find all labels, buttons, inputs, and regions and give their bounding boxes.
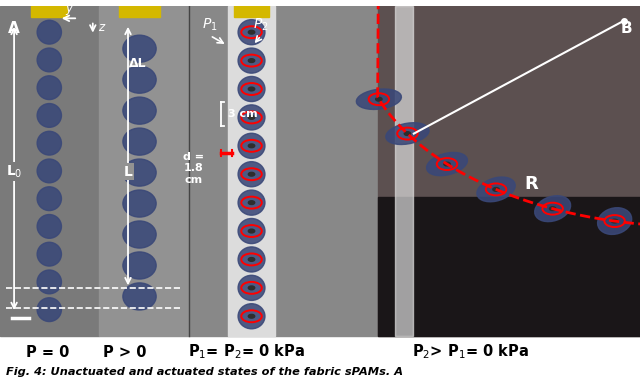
- Ellipse shape: [37, 187, 61, 211]
- Ellipse shape: [123, 66, 156, 93]
- Ellipse shape: [123, 128, 156, 155]
- Ellipse shape: [238, 162, 265, 187]
- Text: d =
1.8
cm: d = 1.8 cm: [184, 152, 204, 185]
- Text: 3 cm: 3 cm: [228, 109, 258, 119]
- Ellipse shape: [37, 20, 61, 44]
- Ellipse shape: [37, 103, 61, 127]
- Ellipse shape: [238, 275, 265, 301]
- Ellipse shape: [534, 196, 571, 222]
- Ellipse shape: [37, 270, 61, 294]
- Text: Fig. 4: Unactuated and actuated states of the fabric sPAMs. A: Fig. 4: Unactuated and actuated states o…: [6, 367, 403, 377]
- Bar: [234, 1, 269, 17]
- Ellipse shape: [123, 283, 156, 310]
- Circle shape: [493, 188, 499, 191]
- Text: P = 0: P = 0: [26, 345, 70, 360]
- Text: $P_1$: $P_1$: [202, 16, 217, 33]
- Circle shape: [611, 219, 618, 223]
- Circle shape: [248, 229, 255, 233]
- Circle shape: [248, 286, 255, 290]
- Ellipse shape: [238, 304, 265, 329]
- Text: B: B: [621, 21, 632, 36]
- Bar: [395, 6, 413, 336]
- Circle shape: [248, 201, 255, 205]
- Text: $P_2$: $P_2$: [253, 16, 268, 33]
- Text: P > 0: P > 0: [103, 345, 147, 360]
- Bar: [228, 6, 275, 336]
- Ellipse shape: [37, 76, 61, 100]
- Text: y: y: [65, 2, 72, 15]
- Text: P$_1$= P$_2$= 0 kPa: P$_1$= P$_2$= 0 kPa: [188, 343, 305, 362]
- Ellipse shape: [123, 35, 156, 62]
- Text: z: z: [98, 21, 104, 34]
- Ellipse shape: [598, 208, 632, 235]
- Circle shape: [248, 59, 255, 63]
- Circle shape: [248, 172, 255, 176]
- Ellipse shape: [37, 48, 61, 72]
- Text: R: R: [525, 175, 538, 193]
- Bar: [378, 6, 640, 336]
- Bar: [378, 197, 640, 336]
- Ellipse shape: [123, 190, 156, 217]
- Circle shape: [550, 207, 556, 210]
- Circle shape: [248, 144, 255, 148]
- Ellipse shape: [238, 48, 265, 73]
- Ellipse shape: [37, 242, 61, 266]
- Circle shape: [248, 116, 255, 119]
- Ellipse shape: [37, 131, 61, 155]
- Ellipse shape: [37, 298, 61, 321]
- Ellipse shape: [37, 159, 61, 183]
- Ellipse shape: [238, 20, 265, 45]
- Bar: [119, 1, 160, 17]
- Ellipse shape: [238, 105, 265, 130]
- Circle shape: [404, 132, 411, 135]
- Ellipse shape: [238, 218, 265, 244]
- Ellipse shape: [123, 159, 156, 186]
- Text: L$_0$: L$_0$: [6, 164, 22, 180]
- Ellipse shape: [356, 89, 401, 110]
- Bar: [0, 6, 99, 336]
- Ellipse shape: [123, 97, 156, 124]
- Bar: [31, 1, 67, 17]
- Text: ΔL: ΔL: [129, 57, 147, 70]
- Circle shape: [248, 315, 255, 318]
- Ellipse shape: [386, 123, 429, 144]
- Ellipse shape: [123, 252, 156, 279]
- Ellipse shape: [477, 177, 515, 202]
- Text: L: L: [124, 164, 132, 179]
- Ellipse shape: [37, 215, 61, 238]
- Circle shape: [444, 162, 450, 166]
- Ellipse shape: [238, 77, 265, 102]
- Bar: [189, 6, 378, 336]
- Circle shape: [248, 30, 255, 34]
- Ellipse shape: [238, 133, 265, 158]
- Ellipse shape: [123, 221, 156, 248]
- Bar: [99, 6, 189, 336]
- Ellipse shape: [238, 190, 265, 215]
- Text: A: A: [8, 21, 19, 36]
- Circle shape: [376, 97, 382, 101]
- Ellipse shape: [427, 152, 467, 176]
- Circle shape: [248, 258, 255, 261]
- Circle shape: [248, 87, 255, 91]
- Text: P$_2$> P$_1$= 0 kPa: P$_2$> P$_1$= 0 kPa: [412, 343, 529, 362]
- Ellipse shape: [238, 247, 265, 272]
